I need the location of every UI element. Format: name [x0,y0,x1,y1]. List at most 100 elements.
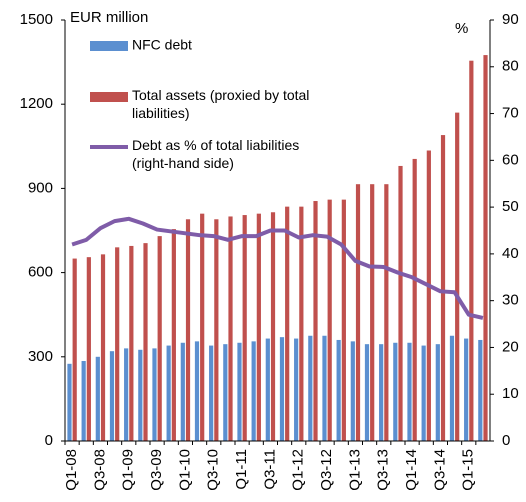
bar [95,356,100,441]
bar [157,236,162,441]
bar [100,254,106,441]
bar [393,342,398,441]
bar [398,165,403,442]
bar [109,351,115,441]
bar [478,339,483,441]
y-tick-label: 1500 [20,11,53,28]
y-tick-label: 900 [28,179,53,196]
y2-tick-label: 0 [502,432,510,449]
y2-tick-label: 10 [502,385,519,402]
y2-tick-label: 50 [502,198,519,215]
bar [265,338,270,441]
bar [194,341,200,441]
bar [180,342,185,441]
bar [242,215,247,441]
bar [449,335,455,441]
bar [256,213,261,441]
bar [129,245,134,441]
x-tick-label: Q1-08 [63,449,80,491]
bar [166,345,171,441]
x-tick-label: Q3-13 [375,449,392,491]
x-tick-label: Q1-11 [233,449,250,490]
bar [355,184,361,441]
bar [223,344,228,441]
bar [237,342,242,441]
bar [86,257,91,441]
x-tick-label: Q1-10 [176,449,193,491]
y2-tick-label: 70 [502,105,519,122]
bar [440,135,446,441]
bar [200,213,205,441]
legend-swatch [90,41,128,51]
y2-axis-title: % [455,20,468,37]
bar [294,338,299,441]
x-tick-label: Q1-14 [403,449,420,491]
bar [214,219,219,441]
bar [185,219,191,441]
bar [81,361,86,441]
y-tick-label: 0 [45,432,53,449]
x-tick-label: Q3-09 [148,449,165,491]
bar [138,349,143,441]
bar [124,348,129,441]
legend-label: Total assets (proxied by total liabilitie… [132,87,309,121]
y2-tick-label: 60 [502,151,519,168]
bar [152,348,157,441]
y-tick-label: 300 [28,348,53,365]
x-tick-label: Q1-13 [346,449,363,491]
bar [341,199,346,441]
legend-label: Debt as % of total liabilities (right-han… [132,137,299,171]
x-tick-label: Q3-10 [205,449,222,491]
bar [209,345,214,441]
y2-tick-label: 20 [502,338,519,355]
bar [270,212,276,441]
x-tick-label: Q1-12 [290,449,307,491]
bar [171,229,176,441]
bar [67,363,72,441]
bar [336,339,341,441]
bar [308,335,313,441]
bar [384,184,389,441]
bar [412,158,417,441]
bar [370,184,375,441]
legend-label: NFC debt [132,37,192,53]
bar [483,55,488,441]
y2-tick-label: 30 [502,292,519,309]
y-tick-label: 1200 [20,95,53,112]
y2-tick-label: 90 [502,11,519,28]
bar [455,112,460,442]
bar [364,344,370,441]
bar [435,344,440,441]
bar [322,335,327,441]
bar [115,247,120,441]
bar [379,344,384,441]
x-tick-label: Q3-12 [318,449,335,491]
x-tick-label: Q1-09 [120,449,137,491]
bar [464,338,469,441]
bar [279,337,285,441]
line [71,216,484,320]
x-tick-label: Q3-11 [261,449,278,490]
bar [327,199,332,441]
y2-tick-label: 40 [502,245,519,262]
x-tick-label: Q3-08 [91,449,108,491]
bar [407,342,412,441]
y-tick-label: 600 [28,264,53,281]
bar [350,341,355,441]
bar [299,206,304,441]
bar [421,345,426,441]
x-tick-label: Q3-14 [431,449,448,491]
bar [285,206,290,441]
legend-swatch [90,92,128,102]
bar [143,243,148,441]
x-tick-label: Q1-15 [460,449,477,491]
bar [426,150,431,441]
bar [72,258,77,441]
y-axis-title: EUR million [70,9,148,26]
bar [251,341,256,441]
bar [469,60,474,442]
bar [228,216,233,441]
y2-tick-label: 80 [502,58,519,75]
bar [313,201,318,441]
